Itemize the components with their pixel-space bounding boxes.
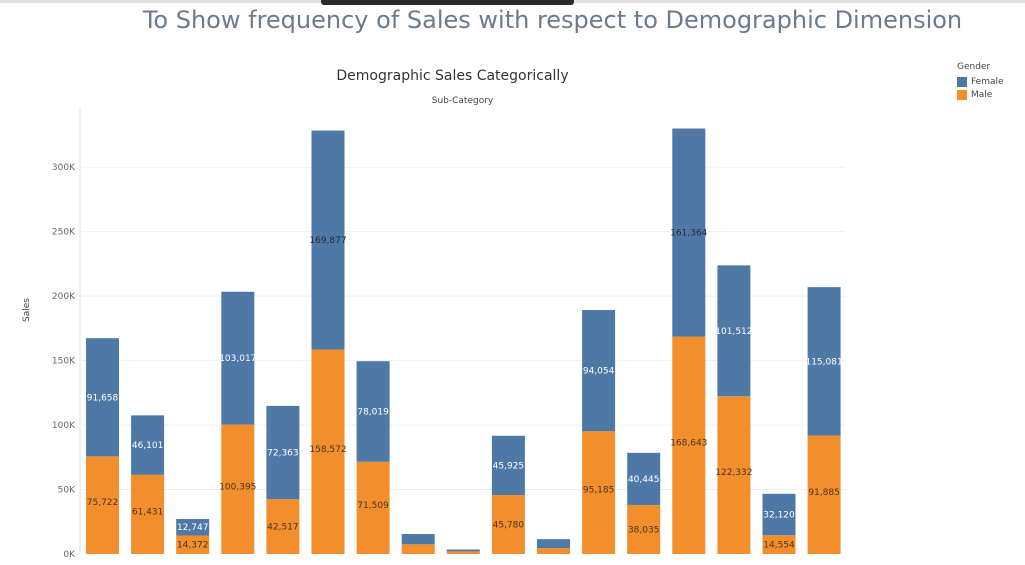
data-label-male: 168,643 bbox=[670, 438, 707, 448]
bar-female bbox=[131, 415, 165, 475]
legend-item-male[interactable]: Male bbox=[957, 88, 1004, 101]
data-label-female: 94,054 bbox=[583, 367, 615, 377]
bar-male bbox=[176, 535, 210, 554]
x-axis-label: Sub-Category bbox=[431, 96, 494, 106]
data-label-male: 14,554 bbox=[763, 541, 795, 551]
bar-male bbox=[672, 336, 706, 554]
data-label-female: 161,364 bbox=[670, 229, 707, 239]
data-label-female: 78,019 bbox=[357, 408, 389, 418]
bar-female bbox=[807, 287, 841, 436]
chart-title: Demographic Sales Categorically bbox=[336, 68, 569, 84]
bar-male bbox=[401, 544, 435, 554]
y-tick-label: 300K bbox=[52, 163, 76, 173]
bar-male bbox=[717, 396, 751, 554]
bar-male bbox=[807, 435, 841, 554]
y-tick-label: 50K bbox=[58, 486, 76, 496]
bar-female bbox=[446, 549, 480, 552]
data-label-female: 101,512 bbox=[715, 327, 752, 337]
data-label-female: 32,120 bbox=[763, 511, 795, 521]
bar-female bbox=[491, 435, 525, 495]
legend-label-male: Male bbox=[971, 89, 993, 100]
bar-male bbox=[491, 494, 525, 554]
top-tab-handle[interactable] bbox=[321, 0, 574, 5]
bar-male bbox=[762, 535, 796, 554]
legend: Gender Female Male bbox=[957, 62, 1004, 101]
bar-female bbox=[176, 519, 210, 536]
data-label-female: 91,658 bbox=[87, 393, 119, 403]
bar-female bbox=[356, 361, 390, 462]
bar-male bbox=[537, 548, 570, 554]
data-label-male: 122,332 bbox=[715, 468, 752, 478]
legend-label-female: Female bbox=[971, 76, 1004, 87]
bar-male bbox=[446, 551, 480, 554]
data-label-female: 169,877 bbox=[309, 236, 346, 246]
bar-female bbox=[627, 452, 661, 505]
bar-male bbox=[627, 504, 661, 554]
y-tick-label: 150K bbox=[52, 357, 76, 367]
data-label-male: 61,431 bbox=[132, 507, 164, 517]
bar-female bbox=[86, 338, 119, 457]
data-label-female: 40,445 bbox=[628, 475, 660, 485]
data-label-male: 95,185 bbox=[583, 486, 615, 496]
data-label-female: 45,925 bbox=[493, 461, 525, 471]
data-label-female: 46,101 bbox=[132, 441, 164, 451]
legend-item-female[interactable]: Female bbox=[957, 75, 1004, 88]
bar-male bbox=[582, 431, 616, 554]
bar-female bbox=[537, 539, 570, 549]
bar-female bbox=[221, 291, 255, 425]
bar-male bbox=[356, 461, 390, 554]
data-label-male: 45,780 bbox=[493, 520, 525, 530]
data-label-male: 14,372 bbox=[177, 541, 209, 551]
bar-male bbox=[86, 456, 119, 554]
data-label-female: 115,081 bbox=[805, 357, 842, 367]
y-tick-label: 100K bbox=[52, 421, 76, 431]
bar-male bbox=[266, 499, 300, 554]
bar-female bbox=[672, 128, 706, 337]
data-label-male: 75,722 bbox=[87, 498, 119, 508]
bar-male bbox=[221, 424, 255, 554]
bar-female bbox=[311, 130, 345, 350]
bar-female bbox=[582, 310, 616, 432]
data-label-male: 42,517 bbox=[267, 523, 299, 533]
bar-male bbox=[311, 349, 345, 554]
legend-swatch-female bbox=[957, 76, 967, 87]
data-label-female: 72,363 bbox=[267, 449, 299, 459]
y-tick-label: 200K bbox=[52, 292, 76, 302]
page-title: To Show frequency of Sales with respect … bbox=[142, 6, 963, 34]
data-label-male: 100,395 bbox=[219, 482, 256, 492]
data-label-female: 103,017 bbox=[219, 354, 256, 364]
data-label-male: 91,885 bbox=[808, 488, 840, 498]
bar-female bbox=[401, 534, 435, 545]
data-label-female: 12,747 bbox=[177, 523, 209, 533]
bar-male bbox=[131, 474, 165, 554]
bar-female bbox=[266, 405, 300, 500]
data-label-male: 158,572 bbox=[309, 445, 346, 455]
data-label-male: 71,509 bbox=[357, 501, 389, 511]
legend-swatch-male bbox=[957, 89, 967, 100]
y-tick-label: 250K bbox=[52, 228, 76, 238]
y-tick-label: 0K bbox=[63, 550, 76, 560]
bar-female bbox=[717, 265, 751, 397]
bar-female bbox=[762, 493, 796, 536]
legend-title: Gender bbox=[957, 62, 991, 72]
data-label-male: 38,035 bbox=[628, 525, 660, 535]
